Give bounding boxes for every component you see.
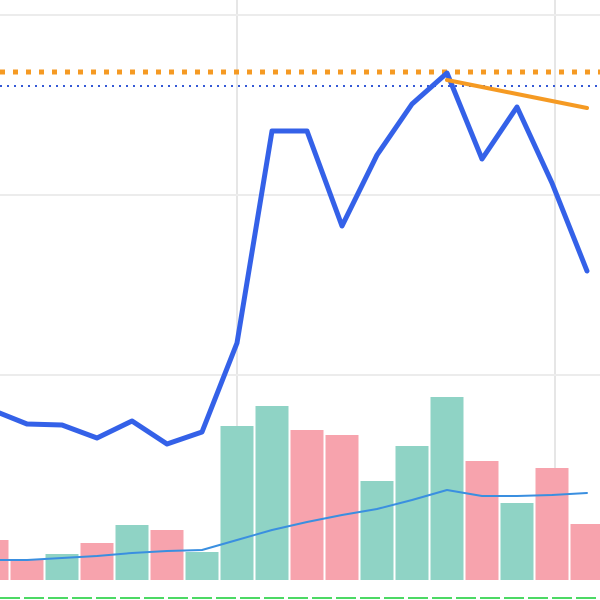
volume-bar xyxy=(10,560,44,580)
volume-bar xyxy=(255,406,289,580)
volume-bar xyxy=(185,552,219,580)
volume-bar xyxy=(80,543,114,580)
volume-bar xyxy=(290,430,324,580)
volume-bar xyxy=(360,481,394,580)
volume-bar xyxy=(570,524,600,580)
volume-bar xyxy=(220,426,254,580)
volume-bar xyxy=(430,397,464,580)
series-line xyxy=(0,489,588,561)
volume-bar xyxy=(325,435,359,580)
volume-bar xyxy=(535,468,569,580)
volume-bar xyxy=(150,530,184,580)
volume-bar xyxy=(500,503,534,580)
volume-bar xyxy=(465,461,499,580)
series-line xyxy=(445,78,589,110)
series-line xyxy=(0,70,590,447)
volume-bar xyxy=(395,446,429,580)
